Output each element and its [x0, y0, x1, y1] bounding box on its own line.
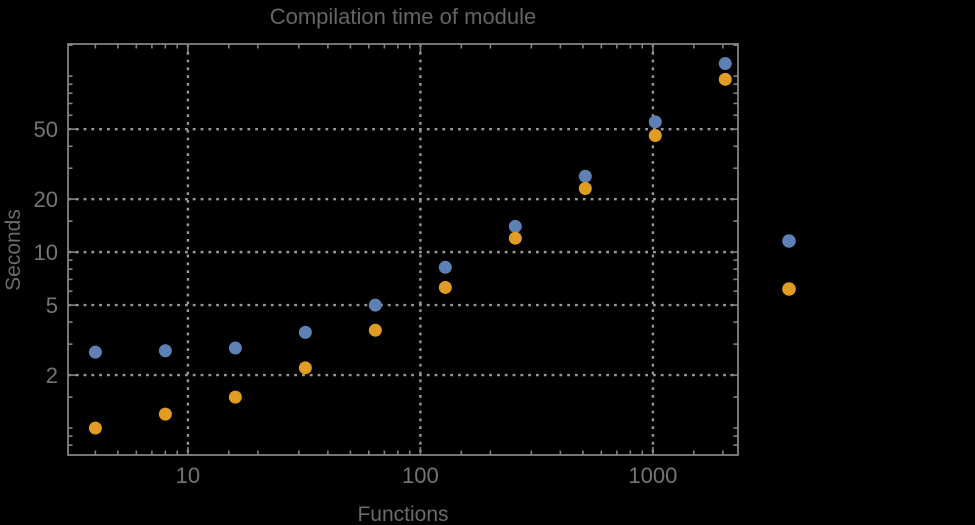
data-point	[438, 260, 452, 274]
data-point	[508, 231, 522, 245]
x-tick-label: 10	[176, 463, 200, 488]
series-1-blue-points	[88, 57, 732, 359]
legend	[782, 234, 796, 296]
data-point	[298, 325, 312, 339]
x-axis-label: Functions	[357, 503, 448, 525]
data-point	[228, 341, 242, 355]
data-point	[718, 72, 732, 86]
data-point	[298, 361, 312, 375]
legend-marker-series-2	[782, 282, 796, 296]
y-tick-label: 50	[34, 117, 58, 142]
axis-ticks	[68, 44, 738, 455]
y-tick-label: 2	[46, 363, 58, 388]
data-point	[368, 298, 382, 312]
y-tick-label: 20	[34, 187, 58, 212]
y-axis-label: Seconds	[2, 209, 25, 291]
data-point	[228, 390, 242, 404]
data-point	[508, 219, 522, 233]
x-tick-label: 1000	[628, 463, 677, 488]
data-point	[368, 323, 382, 337]
legend-marker-series-1	[782, 234, 796, 248]
data-point	[438, 280, 452, 294]
chart-title: Compilation time of module	[270, 4, 537, 29]
y-tick-label: 5	[46, 293, 58, 318]
y-tick-label: 10	[34, 240, 58, 265]
data-point	[578, 169, 592, 183]
series-2-orange-points	[88, 72, 732, 435]
data-point	[88, 345, 102, 359]
data-point	[718, 57, 732, 71]
gridlines	[68, 44, 738, 455]
data-point	[648, 129, 662, 143]
data-point	[88, 421, 102, 435]
x-tick-label: 100	[402, 463, 439, 488]
data-point	[578, 181, 592, 195]
tick-labels: 10 100 1000 2 5 10 20 50	[34, 117, 678, 488]
data-point	[648, 115, 662, 129]
plot-frame	[67, 43, 739, 456]
data-point	[158, 407, 172, 421]
data-point	[158, 344, 172, 358]
